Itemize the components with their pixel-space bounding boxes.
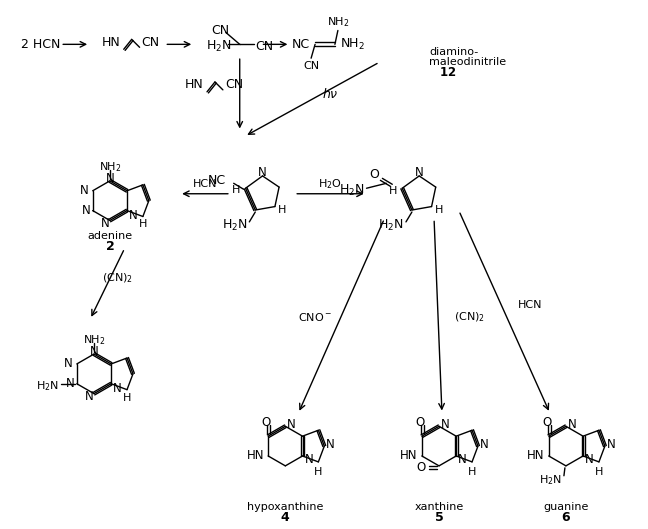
Text: $\mathbf{2}$: $\mathbf{2}$ [105,240,115,253]
Text: NC: NC [292,38,310,51]
Text: adenine: adenine [87,231,132,241]
Text: $h\nu$: $h\nu$ [321,87,338,101]
Text: H: H [123,393,131,403]
Text: (CN)$_2$: (CN)$_2$ [102,271,133,285]
Text: H$_2$N: H$_2$N [222,218,248,233]
Text: $\mathbf{12}$: $\mathbf{12}$ [439,66,456,78]
Text: xanthine: xanthine [414,503,463,513]
Text: N: N [89,344,98,358]
Text: H: H [389,186,397,196]
Text: CN: CN [303,61,319,71]
Text: HN: HN [247,450,264,462]
Text: O: O [262,416,271,429]
Text: H$_2$O: H$_2$O [318,177,342,191]
Text: H: H [435,205,443,215]
Text: CN: CN [211,24,229,37]
Text: $\mathbf{4}$: $\mathbf{4}$ [281,511,290,524]
Text: NH$_2$: NH$_2$ [98,160,121,174]
Text: HN: HN [102,36,121,49]
Text: N: N [86,390,94,403]
Text: N: N [607,437,616,451]
Text: H: H [595,467,603,477]
Text: N: N [82,204,91,217]
Text: H: H [468,467,476,477]
Text: NH$_2$: NH$_2$ [327,16,349,30]
Text: N: N [585,453,594,467]
Text: NH$_2$: NH$_2$ [340,37,365,52]
Text: O: O [416,461,425,475]
Text: (CN)$_2$: (CN)$_2$ [454,311,485,324]
Text: H$_2$N: H$_2$N [206,39,231,54]
Text: O: O [542,416,551,429]
Text: O: O [369,168,379,181]
Text: diamino-: diamino- [429,47,478,57]
Text: N: N [415,167,424,179]
Text: 2 HCN: 2 HCN [21,38,60,51]
Text: N: N [101,217,110,230]
Text: N: N [568,418,577,431]
Text: H: H [232,185,240,195]
Text: N: N [64,358,73,370]
Text: $\mathbf{6}$: $\mathbf{6}$ [561,511,571,524]
Text: H$_2$N: H$_2$N [36,379,59,393]
Text: HN: HN [400,450,418,462]
Text: N: N [287,418,296,431]
Text: N: N [458,453,467,467]
Text: maleodinitrile: maleodinitrile [429,57,506,67]
Text: HCN: HCN [518,299,543,309]
Text: N: N [129,209,138,222]
Text: hypoxanthine: hypoxanthine [247,503,323,513]
Text: N: N [106,172,114,185]
Text: O: O [415,416,424,429]
Text: CN: CN [255,40,273,53]
Text: N: N [66,377,75,390]
Text: H$_2$N: H$_2$N [378,218,404,233]
Text: HN: HN [185,78,204,92]
Text: HCN: HCN [192,179,217,189]
Text: N: N [258,167,267,179]
Text: H: H [278,205,286,215]
Text: H$_2$N: H$_2$N [539,473,562,487]
Text: H$_2$N: H$_2$N [339,183,365,198]
Text: HN: HN [527,450,545,462]
Text: H: H [314,467,323,477]
Text: CNO$^-$: CNO$^-$ [298,312,332,323]
Text: NC: NC [207,174,226,187]
Text: N: N [480,437,489,451]
Text: H: H [139,220,147,230]
Text: N: N [327,437,335,451]
Text: CN: CN [141,36,159,49]
Text: NH$_2$: NH$_2$ [83,333,105,347]
Text: $\mathbf{5}$: $\mathbf{5}$ [434,511,444,524]
Text: N: N [80,184,89,197]
Text: N: N [441,418,450,431]
Text: guanine: guanine [543,503,588,513]
Text: N: N [305,453,313,467]
Text: N: N [113,382,122,395]
Text: CN: CN [225,78,243,92]
